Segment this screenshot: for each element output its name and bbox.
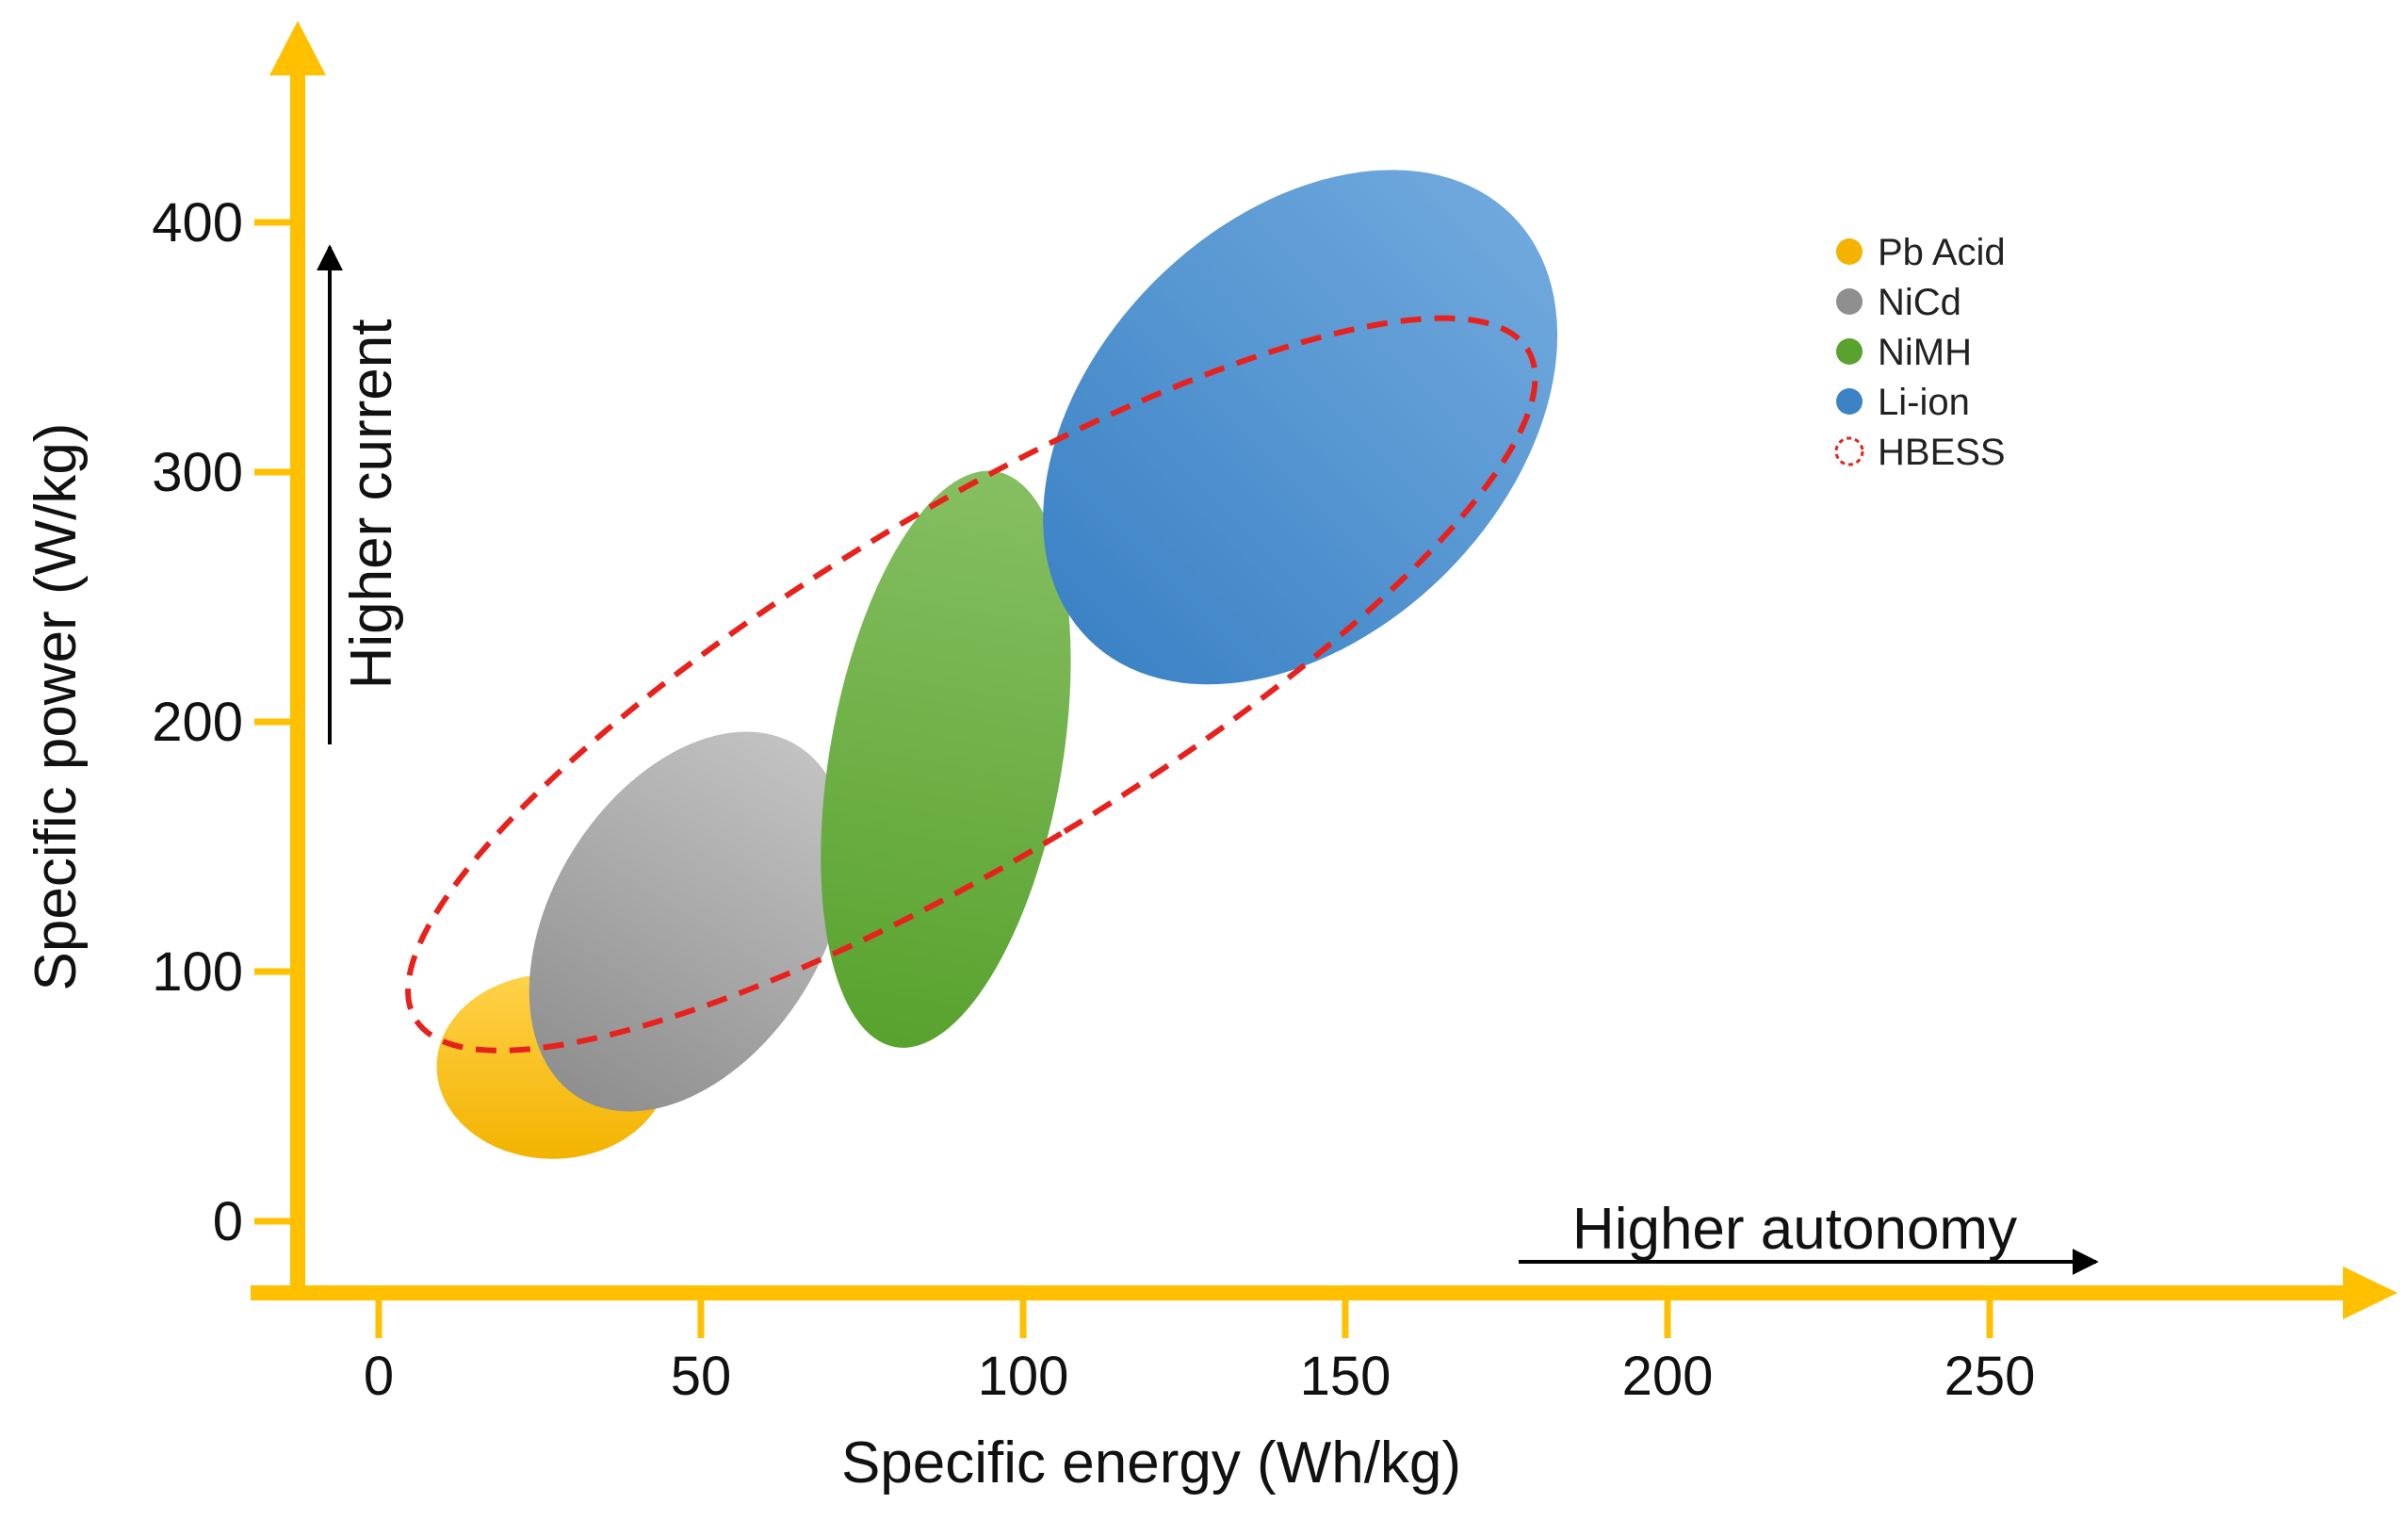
ellipse-hbess	[405, 315, 1538, 1054]
x-tick-label: 250	[1944, 1346, 2036, 1407]
x-tick-label: 100	[978, 1346, 1069, 1407]
y-tick-label: 400	[152, 192, 243, 253]
x-tick-layer: 0 50 100 150 200 250	[364, 1293, 2036, 1407]
ellipse-nimh	[821, 470, 1071, 1048]
legend-label-pb-acid: Pb Acid	[1878, 232, 2006, 273]
x-axis-title: Specific energy (Wh/kg)	[841, 1430, 1461, 1495]
legend-marker-hbess	[1834, 436, 1864, 466]
x-tick-label: 200	[1622, 1346, 1714, 1407]
legend-marker-nimh	[1836, 338, 1863, 365]
x-tick-label: 50	[671, 1346, 732, 1407]
legend-marker-li-ion	[1836, 388, 1863, 415]
higher-autonomy-label: Higher autonomy	[1572, 1197, 2017, 1262]
legend-label-li-ion: Li-ion	[1878, 382, 1970, 423]
y-tick-layer: 0 100 200 300 400	[152, 192, 298, 1252]
y-axis-title: Specific power (W/kg)	[24, 423, 89, 991]
y-tick-label: 300	[152, 442, 243, 503]
x-axis-arrowhead	[2343, 1267, 2398, 1319]
higher-current-label: Higher current	[339, 319, 404, 690]
data-region-layer	[405, 170, 1558, 1159]
x-tick-label: 0	[364, 1346, 394, 1407]
legend-label-nicd: NiCd	[1878, 282, 1961, 323]
y-tick-label: 200	[152, 692, 243, 753]
legend-marker-pb-acid	[1836, 238, 1863, 265]
legend-label-nimh: NiMH	[1878, 332, 1972, 373]
ellipse-nicd	[529, 731, 847, 1112]
legend-marker-nicd	[1836, 288, 1863, 315]
legend: Pb Acid NiCd NiMH Li-ion HBESS	[1834, 232, 2006, 473]
legend-label-hbess: HBESS	[1878, 432, 2006, 473]
y-axis-arrowhead	[269, 21, 326, 75]
y-tick-label: 100	[152, 941, 243, 1003]
x-tick-label: 150	[1300, 1346, 1391, 1407]
y-tick-label: 0	[213, 1191, 243, 1252]
